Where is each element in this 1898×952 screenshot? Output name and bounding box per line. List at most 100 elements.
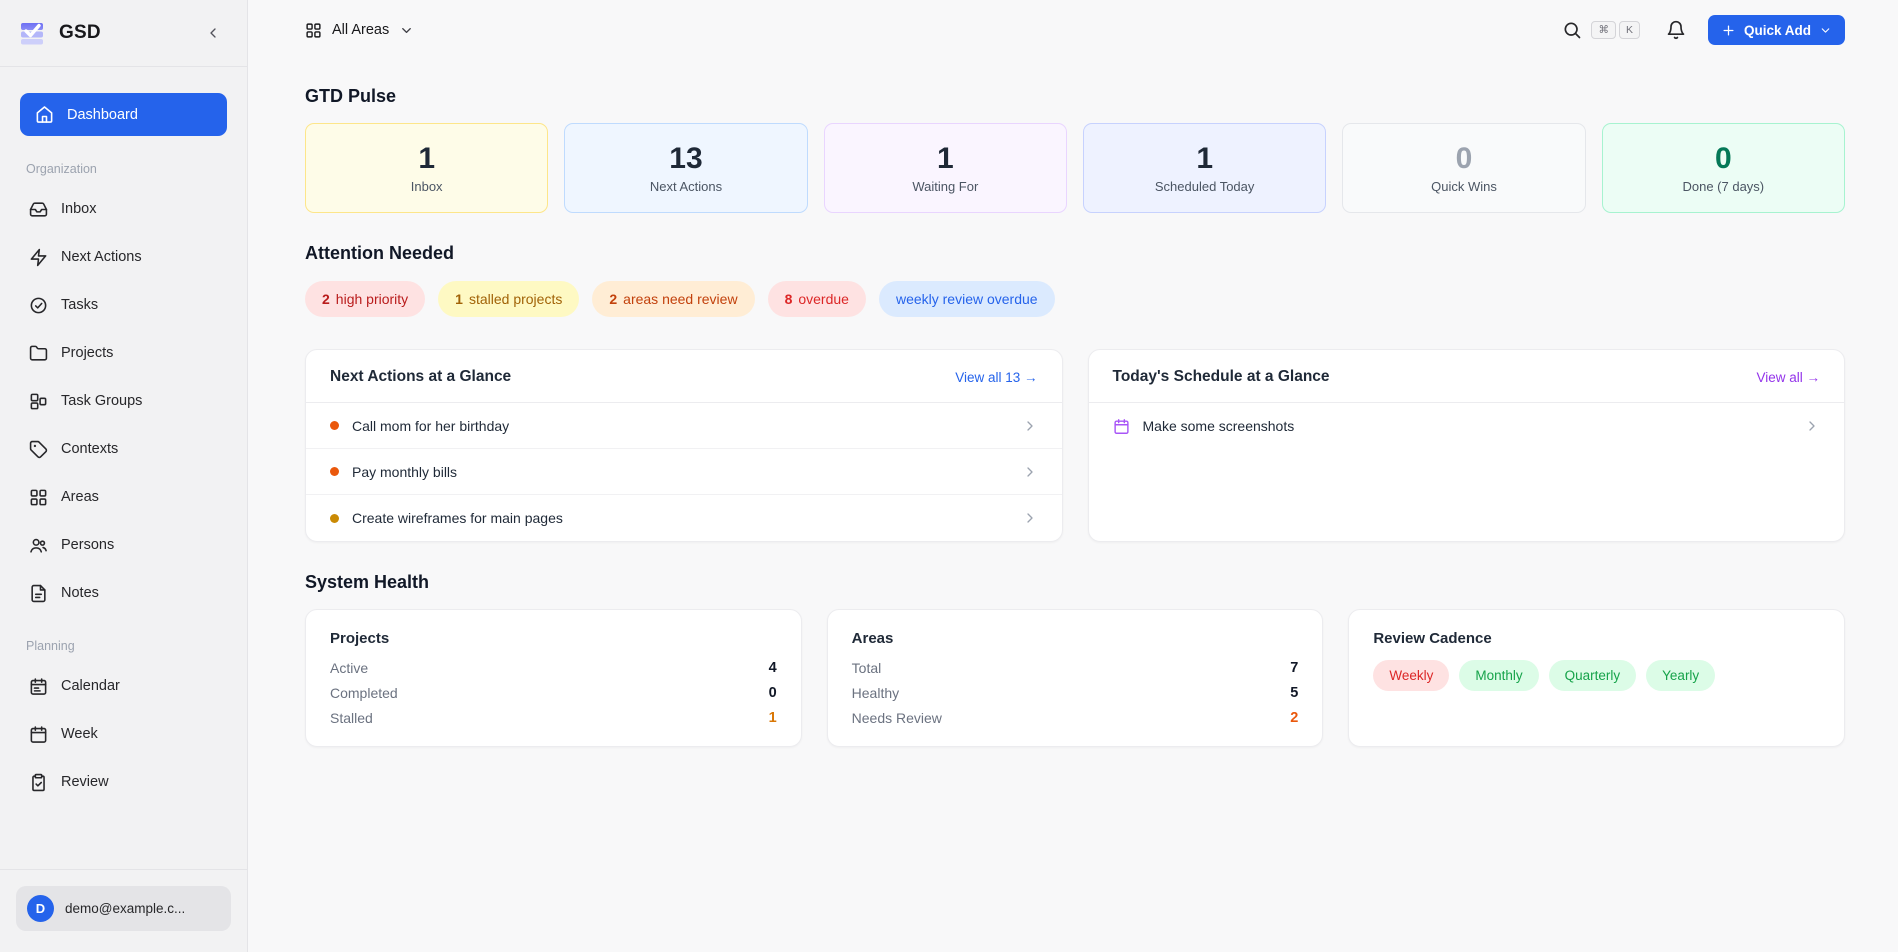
- sidebar-item-calendar[interactable]: Calendar: [20, 666, 227, 706]
- tag-icon: [29, 440, 48, 458]
- sidebar-item-areas[interactable]: Areas: [20, 477, 227, 517]
- pulse-cards: 1 Inbox 13 Next Actions 1 Waiting For 1 …: [305, 123, 1845, 213]
- sidebar-collapse-button[interactable]: [199, 19, 227, 47]
- health-card-title: Areas: [851, 630, 894, 647]
- next-action-row[interactable]: Pay monthly bills: [306, 449, 1062, 495]
- health-card-title: Review Cadence: [1373, 630, 1492, 647]
- priority-dot: [330, 421, 339, 430]
- check-circle-icon: [30, 297, 47, 313]
- stat-row: Active 4: [330, 660, 777, 676]
- chevron-down-icon: [1821, 27, 1830, 33]
- stat-label: Completed: [330, 685, 398, 701]
- badge-count: 2: [322, 291, 330, 307]
- view-all-next-actions-link[interactable]: View all 13 →: [955, 369, 1038, 385]
- badge-label: overdue: [798, 291, 849, 307]
- kbd-k: K: [1618, 21, 1640, 39]
- pulse-label: Done (7 days): [1682, 179, 1765, 194]
- schedule-row[interactable]: Make some screenshots: [1089, 403, 1845, 449]
- sidebar-item-label: Week: [61, 726, 98, 742]
- grid-icon: [30, 489, 47, 505]
- app-title: GSD: [59, 22, 101, 43]
- calendar-icon: [30, 725, 47, 743]
- sidebar-item-persons[interactable]: Persons: [20, 525, 227, 565]
- sidebar-item-dashboard[interactable]: Dashboard: [20, 93, 227, 136]
- stat-label: Total: [851, 660, 882, 676]
- badge-stalled-projects[interactable]: 1 stalled projects: [438, 281, 580, 317]
- sidebar-item-label: Task Groups: [61, 393, 143, 409]
- sidebar-item-projects[interactable]: Projects: [20, 333, 227, 373]
- health-card-review-cadence: Review Cadence Weekly Monthly Quarterly …: [1348, 609, 1845, 747]
- sidebar-footer-divider: [0, 869, 247, 870]
- folder-icon: [29, 345, 48, 361]
- sidebar-item-label: Next Actions: [61, 249, 142, 265]
- schedule-glance-card: Today's Schedule at a Glance View all → …: [1087, 349, 1845, 542]
- grid-icon: [306, 22, 321, 38]
- sidebar-item-review[interactable]: Review: [20, 762, 227, 802]
- clipboard-check-icon: [32, 773, 45, 791]
- sidebar-item-next-actions[interactable]: Next Actions: [20, 237, 227, 277]
- sidebar-item-contexts[interactable]: Contexts: [20, 429, 227, 469]
- cadence-pill-yearly[interactable]: Yearly: [1646, 660, 1716, 691]
- pulse-value: 1: [1196, 142, 1213, 175]
- stat-label: Active: [330, 660, 369, 676]
- search-icon[interactable]: [1562, 20, 1582, 40]
- chevron-left-icon: [210, 28, 216, 38]
- pulse-card-quick-wins[interactable]: 0 Quick Wins: [1342, 123, 1586, 213]
- cadence-pill-monthly[interactable]: Monthly: [1459, 660, 1539, 691]
- attention-badges: 2 high priority 1 stalled projects 2 are…: [305, 281, 1845, 317]
- sidebar-item-week[interactable]: Week: [20, 714, 227, 754]
- pulse-label: Inbox: [410, 179, 443, 194]
- cadence-pill-weekly[interactable]: Weekly: [1373, 660, 1450, 691]
- pulse-card-next-actions[interactable]: 13 Next Actions: [564, 123, 808, 213]
- pulse-label: Quick Wins: [1431, 179, 1497, 194]
- quick-add-button[interactable]: Quick Add: [1707, 15, 1845, 45]
- badge-label: weekly review overdue: [895, 291, 1038, 307]
- badge-weekly-review-overdue[interactable]: weekly review overdue: [878, 281, 1055, 317]
- kbd-cmd: ⌘: [1591, 21, 1616, 39]
- stat-value: 4: [768, 660, 777, 676]
- chevron-right-icon: [1026, 420, 1033, 431]
- stat-row: Healthy 5: [852, 685, 1299, 701]
- sidebar-item-tasks[interactable]: Tasks: [20, 285, 227, 325]
- next-action-text: Call mom for her birthday: [352, 417, 510, 434]
- cadence-pill-quarterly[interactable]: Quarterly: [1548, 660, 1637, 691]
- sidebar-item-label: Review: [61, 774, 109, 790]
- bell-icon[interactable]: [1666, 20, 1686, 40]
- chevron-right-icon: [1026, 513, 1033, 523]
- zap-icon: [30, 248, 47, 266]
- sidebar-item-label: Notes: [61, 585, 99, 601]
- user-avatar: D: [27, 895, 54, 922]
- pulse-card-done[interactable]: 0 Done (7 days): [1601, 123, 1845, 213]
- pulse-value: 13: [669, 142, 703, 175]
- sidebar-item-inbox[interactable]: Inbox: [20, 189, 227, 229]
- glance-section: Next Actions at a Glance View all 13 → C…: [305, 349, 1845, 542]
- schedule-text: Make some screenshots: [1142, 418, 1295, 434]
- stat-value: 7: [1290, 660, 1299, 676]
- pulse-value: 1: [418, 142, 435, 175]
- priority-dot: [330, 513, 339, 523]
- next-action-row[interactable]: Call mom for her birthday: [306, 403, 1062, 449]
- badge-overdue[interactable]: 8 overdue: [767, 281, 866, 317]
- next-action-text: Create wireframes for main pages: [352, 510, 563, 526]
- stat-row: Needs Review 2: [852, 710, 1299, 726]
- badge-areas-need-review[interactable]: 2 areas need review: [592, 281, 755, 317]
- pulse-card-inbox[interactable]: 1 Inbox: [305, 123, 549, 213]
- stat-label: Needs Review: [851, 710, 942, 726]
- sidebar-header: GSD: [0, 0, 247, 67]
- area-filter-dropdown[interactable]: All Areas: [305, 22, 414, 39]
- chevron-right-icon: [1809, 421, 1815, 431]
- sidebar-item-notes[interactable]: Notes: [20, 573, 227, 613]
- pulse-value: 0: [1455, 142, 1473, 175]
- user-menu[interactable]: D demo@example.c...: [16, 886, 231, 931]
- stat-row: Total 7: [852, 660, 1299, 676]
- sidebar-item-task-groups[interactable]: Task Groups: [20, 381, 227, 421]
- view-all-schedule-link[interactable]: View all →: [1756, 369, 1820, 385]
- pulse-card-scheduled-today[interactable]: 1 Scheduled Today: [1082, 123, 1327, 213]
- user-email: demo@example.c...: [65, 901, 186, 916]
- badge-high-priority[interactable]: 2 high priority: [305, 281, 426, 317]
- pulse-card-waiting-for[interactable]: 1 Waiting For: [823, 123, 1067, 213]
- file-text-icon: [31, 584, 46, 602]
- inbox-icon: [29, 201, 48, 217]
- stat-value: 5: [1290, 685, 1299, 701]
- next-action-row[interactable]: Create wireframes for main pages: [306, 495, 1062, 541]
